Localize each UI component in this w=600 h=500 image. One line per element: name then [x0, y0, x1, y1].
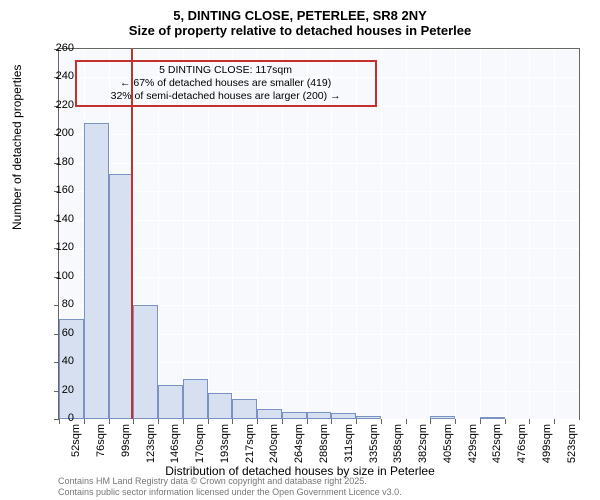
histogram-bar: [257, 409, 282, 419]
xtick-label: 382sqm: [417, 424, 429, 463]
gridline-h: [59, 248, 579, 249]
gridline-v: [480, 49, 481, 419]
ytick-label: 0: [44, 412, 74, 424]
chart-footer: Contains HM Land Registry data © Crown c…: [58, 476, 402, 498]
ytick-label: 240: [44, 70, 74, 82]
ytick-label: 80: [44, 298, 74, 310]
histogram-bar: [84, 123, 109, 419]
gridline-v: [455, 49, 456, 419]
xtick-label: 358sqm: [392, 424, 404, 463]
ytick-label: 140: [44, 213, 74, 225]
annotation-line-3: 32% of semi-detached houses are larger (…: [83, 90, 369, 103]
annotation-line-1: 5 DINTING CLOSE: 117sqm: [83, 64, 369, 77]
gridline-v: [529, 49, 530, 419]
footer-line-2: Contains public sector information licen…: [58, 487, 402, 498]
ytick-label: 60: [44, 327, 74, 339]
histogram-bar: [480, 417, 505, 419]
gridline-h: [59, 134, 579, 135]
xtick-label: 76sqm: [95, 424, 107, 457]
ytick-label: 180: [44, 156, 74, 168]
annotation-box: 5 DINTING CLOSE: 117sqm← 67% of detached…: [75, 60, 377, 107]
histogram-bar: [208, 393, 233, 419]
xtick-label: 452sqm: [491, 424, 503, 463]
xtick-label: 217sqm: [244, 424, 256, 463]
chart-title-main: 5, DINTING CLOSE, PETERLEE, SR8 2NY: [0, 0, 600, 23]
xtick-label: 499sqm: [541, 424, 553, 463]
gridline-v: [505, 49, 506, 419]
histogram-bar: [133, 305, 158, 419]
xtick-label: 288sqm: [318, 424, 330, 463]
gridline-h: [59, 191, 579, 192]
xtick-label: 476sqm: [516, 424, 528, 463]
histogram-bar: [430, 416, 455, 419]
xtick-label: 429sqm: [467, 424, 479, 463]
annotation-line-2: ← 67% of detached houses are smaller (41…: [83, 77, 369, 90]
xtick-label: 405sqm: [442, 424, 454, 463]
gridline-v: [554, 49, 555, 419]
histogram-bar: [282, 412, 307, 419]
xtick-label: 335sqm: [368, 424, 380, 463]
xtick-label: 123sqm: [145, 424, 157, 463]
xtick-label-wrap: 523sqm: [566, 424, 600, 436]
ytick-label: 20: [44, 384, 74, 396]
gridline-v: [430, 49, 431, 419]
histogram-bar: [307, 412, 332, 419]
gridline-h: [59, 220, 579, 221]
ytick-label: 160: [44, 184, 74, 196]
histogram-bar: [158, 385, 183, 419]
plot-area: 5 DINTING CLOSE: 117sqm← 67% of detached…: [58, 48, 580, 420]
xtick-label: 99sqm: [120, 424, 132, 457]
chart-title-sub: Size of property relative to detached ho…: [0, 23, 600, 42]
xtick-label: 170sqm: [194, 424, 206, 463]
histogram-bar: [109, 174, 134, 419]
histogram-bar: [183, 379, 208, 419]
xtick-label: 523sqm: [566, 424, 578, 463]
chart-area: 5 DINTING CLOSE: 117sqm← 67% of detached…: [58, 48, 578, 418]
xtick-label: 240sqm: [268, 424, 280, 463]
chart-container: 5, DINTING CLOSE, PETERLEE, SR8 2NY Size…: [0, 0, 600, 500]
ytick-label: 260: [44, 42, 74, 54]
ytick-label: 220: [44, 99, 74, 111]
xtick-label: 146sqm: [169, 424, 181, 463]
xtick-label: 311sqm: [343, 424, 355, 462]
gridline-h: [59, 49, 579, 50]
footer-line-1: Contains HM Land Registry data © Crown c…: [58, 476, 402, 487]
xtick-label: 193sqm: [219, 424, 231, 463]
ytick-label: 40: [44, 355, 74, 367]
ytick-label: 100: [44, 270, 74, 282]
gridline-v: [381, 49, 382, 419]
ytick-label: 200: [44, 127, 74, 139]
gridline-v: [406, 49, 407, 419]
y-axis-label: Number of detached properties: [10, 65, 24, 230]
ytick-label: 120: [44, 241, 74, 253]
gridline-h: [59, 277, 579, 278]
gridline-h: [59, 163, 579, 164]
histogram-bar: [331, 413, 356, 419]
gridline-h: [59, 419, 579, 420]
xtick-label: 52sqm: [70, 424, 82, 457]
histogram-bar: [232, 399, 257, 419]
xtick-label: 264sqm: [293, 424, 305, 463]
histogram-bar: [356, 416, 381, 419]
